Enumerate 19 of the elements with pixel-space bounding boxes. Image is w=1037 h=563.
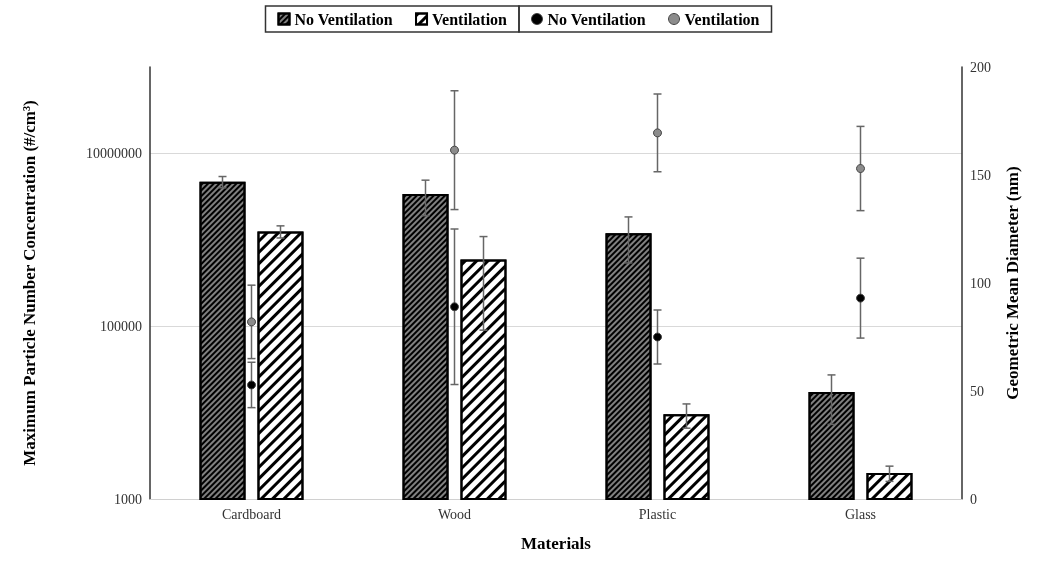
y2-tick-label: 100 <box>970 275 991 291</box>
y-tick-label: 1000 <box>114 491 142 507</box>
y2-tick-label: 150 <box>970 167 991 183</box>
y-axis-title: Maximum Particle Number Concentration (#/cm³) <box>20 100 39 466</box>
x-tick-label: Glass <box>844 506 877 522</box>
legend-label: No Ventilation <box>547 10 646 28</box>
y-tick-label: 100000 <box>100 318 142 334</box>
y2-tick-label: 200 <box>970 59 991 75</box>
x-axis-title: Materials <box>521 534 592 553</box>
x-tick-label: Plastic <box>638 506 677 522</box>
x-tick-label: Cardboard <box>221 506 282 522</box>
y2-tick-label: 50 <box>970 383 984 399</box>
y2-axis-title: Geometric Mean Diameter (nm) <box>1003 166 1022 400</box>
legend-label: Ventilation <box>684 10 760 28</box>
y-tick-label: 10000000 <box>86 145 142 161</box>
legend-label: Ventilation <box>432 10 508 28</box>
legend-label: No Ventilation <box>294 10 393 28</box>
y2-tick-label: 0 <box>970 491 977 507</box>
x-tick-label: Wood <box>437 506 472 522</box>
